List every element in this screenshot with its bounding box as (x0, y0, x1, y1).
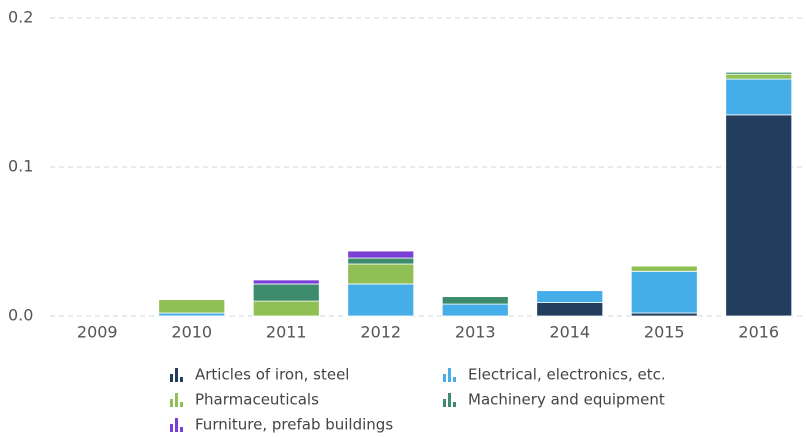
legend-label: Furniture, prefab buildings (195, 416, 393, 434)
legend-icon (443, 374, 446, 382)
legend-icon (443, 399, 446, 407)
y-tick-label: 0.0 (8, 306, 33, 325)
legend-icon (448, 393, 451, 407)
legend-label: Articles of iron, steel (195, 366, 349, 384)
x-tick-label: 2013 (455, 323, 496, 342)
x-tick-label: 2011 (266, 323, 307, 342)
bar-segment (725, 73, 793, 80)
bar-segment (630, 265, 698, 272)
legend-label: Machinery and equipment (468, 391, 665, 409)
legend-icon (175, 418, 178, 432)
legend-icon (170, 424, 173, 432)
bar-segment (252, 279, 320, 285)
bar-segment (725, 78, 793, 116)
bar-segment (441, 296, 509, 305)
bar-segment (252, 283, 320, 302)
x-tick-label: 2010 (171, 323, 212, 342)
bar-segment (630, 312, 698, 317)
x-tick-label: 2012 (360, 323, 401, 342)
bar-segment (536, 290, 604, 303)
x-tick-label: 2014 (549, 323, 590, 342)
legend-icon (453, 402, 456, 407)
bar-segment (158, 312, 226, 317)
legend-icon (175, 393, 178, 407)
legend-icon (180, 427, 183, 432)
legend-icon (170, 399, 173, 407)
legend-icon (175, 368, 178, 382)
x-tick-label: 2009 (77, 323, 118, 342)
bar-segment (347, 263, 415, 285)
bar-segment (347, 257, 415, 265)
legend-icon (180, 402, 183, 407)
y-tick-label: 0.1 (8, 157, 33, 176)
bar-segment (158, 299, 226, 314)
bar-segment (725, 71, 793, 75)
bar-segment (347, 250, 415, 259)
legend-label: Pharmaceuticals (195, 391, 319, 409)
legend-icon (180, 377, 183, 382)
bar-segment (725, 114, 793, 317)
legend-icon (448, 368, 451, 382)
bar-segment (347, 283, 415, 317)
legend-icon (453, 377, 456, 382)
bar-segment (252, 300, 320, 317)
legend-icon (170, 374, 173, 382)
y-tick-label: 0.2 (8, 8, 33, 27)
x-tick-label: 2016 (738, 323, 779, 342)
bar-segment (441, 303, 509, 317)
legend-label: Electrical, electronics, etc. (468, 366, 666, 384)
bar-segment (536, 302, 604, 317)
x-tick-label: 2015 (644, 323, 685, 342)
bar-segment (630, 270, 698, 314)
